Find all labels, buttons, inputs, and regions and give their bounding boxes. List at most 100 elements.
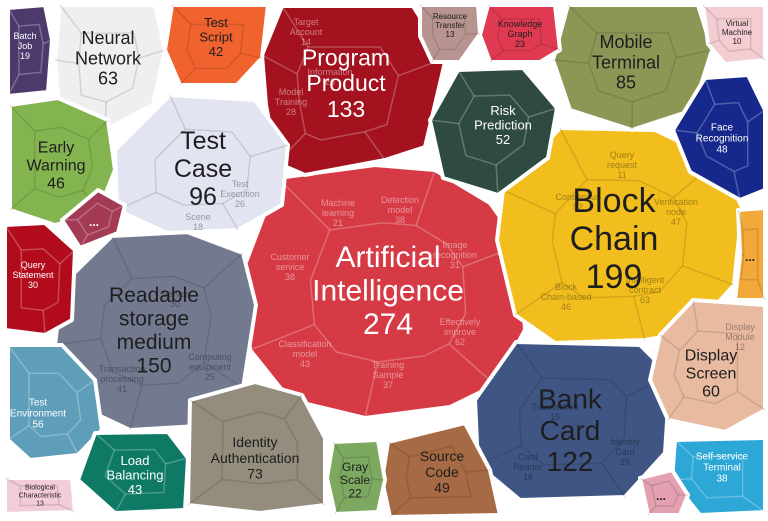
- cell-label: Bank: [538, 383, 603, 414]
- cell-label: Neural: [81, 28, 134, 48]
- cell-label: Mobile: [599, 32, 652, 52]
- cell-texture-spoke: [240, 52, 263, 59]
- sub-label-name: Target: [293, 17, 319, 27]
- cell-shape[interactable]: [701, 3, 767, 66]
- cell-shape[interactable]: [325, 438, 387, 516]
- cell-texture-spoke: [54, 59, 79, 65]
- cell-shape[interactable]: [648, 298, 767, 434]
- cell-texture-spoke: [76, 379, 96, 394]
- sub-label-name: Training: [275, 97, 307, 107]
- cell-label: Machine: [722, 28, 753, 37]
- cell-texture-ring: [76, 202, 114, 236]
- cell-label: Query: [21, 260, 46, 270]
- sub-label-value: 12: [735, 342, 745, 352]
- cell-shape[interactable]: [186, 380, 327, 515]
- cell-small-cell-b[interactable]: ...: [733, 206, 767, 302]
- cell-texture-spoke: [601, 462, 626, 498]
- cell-shape[interactable]: [671, 73, 767, 202]
- cell-texture-ring: [696, 101, 749, 173]
- cell-shape[interactable]: [60, 188, 127, 250]
- cell-label: Authentication: [211, 450, 300, 466]
- sub-label-name: Card: [518, 452, 538, 462]
- cell-bank-card[interactable]: Transaction19CardReader16IdentityCard29B…: [473, 340, 672, 502]
- cell-texture-spoke: [111, 204, 126, 213]
- cell-shape[interactable]: [733, 206, 767, 302]
- more-indicator: ...: [745, 250, 755, 264]
- cell-texture-ring: [587, 32, 677, 103]
- cell-shape[interactable]: [163, 3, 270, 87]
- cell-label: Readable: [109, 284, 199, 307]
- sub-label-name: Identity: [610, 437, 640, 447]
- cell-texture-spoke: [187, 478, 223, 506]
- cell-artificial-intelligence[interactable]: Machinelearning21Detectionmodel38Imagere…: [241, 163, 527, 420]
- cell-shape[interactable]: [418, 3, 482, 64]
- cell-label: Graph: [507, 29, 532, 39]
- cell-texture-spoke: [364, 131, 386, 161]
- cell-shape[interactable]: [428, 66, 559, 197]
- sub-label-name: equipment: [189, 362, 232, 372]
- cell-shape[interactable]: [76, 430, 190, 515]
- cell-texture-spoke: [742, 495, 766, 513]
- sub-label-name: Classification: [278, 339, 331, 349]
- cell-texture-ring: [20, 248, 61, 312]
- cell-texture-spoke: [281, 5, 309, 48]
- cell-shape[interactable]: [53, 3, 167, 132]
- cell-shape[interactable]: [8, 96, 117, 227]
- sub-label-value: 21: [333, 218, 343, 228]
- cell-texture-spoke: [165, 457, 189, 465]
- cell-texture-ring: [28, 372, 82, 438]
- sub-label-name: Sample: [373, 370, 404, 380]
- cell-label: Card: [540, 415, 601, 446]
- cell-shape[interactable]: [638, 468, 690, 517]
- cell-texture-spoke: [364, 361, 379, 419]
- cell-small-cell-c[interactable]: ...: [638, 468, 690, 517]
- cell-value: 23: [515, 39, 525, 49]
- cell-texture-spoke: [79, 234, 89, 249]
- cell-texture-ring: [715, 18, 752, 53]
- cell-texture-ring: [33, 126, 94, 198]
- sub-label-name: Machine: [321, 198, 355, 208]
- cell-texture-spoke: [747, 109, 766, 123]
- cell-value: 22: [348, 487, 362, 501]
- cell-shape[interactable]: [473, 340, 672, 502]
- cell-texture-spoke: [559, 127, 588, 180]
- cell-texture-spoke: [737, 209, 744, 231]
- sub-label-value: 38: [285, 272, 295, 282]
- cell-shape[interactable]: [3, 476, 77, 516]
- cell-value: 133: [327, 96, 365, 122]
- cell-shape[interactable]: [551, 3, 714, 132]
- cell-shape[interactable]: [3, 221, 77, 337]
- sub-label-name: Test: [232, 179, 249, 189]
- cell-shape[interactable]: [6, 3, 54, 98]
- cell-value: 150: [136, 355, 171, 378]
- cell-value: 96: [189, 183, 217, 211]
- cell-label: Resource: [433, 12, 468, 21]
- cell-texture-spoke: [541, 43, 561, 51]
- cell-texture-spoke: [42, 310, 46, 336]
- cell-label: Early: [38, 140, 74, 157]
- cell-small-cell-a[interactable]: ...: [60, 188, 127, 250]
- cell-texture-spoke: [692, 299, 699, 332]
- cell-value: 60: [702, 384, 720, 401]
